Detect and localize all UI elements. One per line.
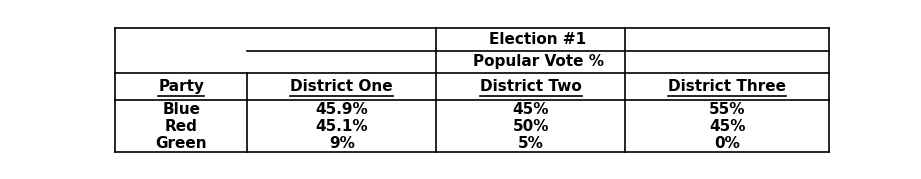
Text: 5%: 5%	[518, 136, 543, 151]
Text: 9%: 9%	[329, 136, 355, 151]
Text: 0%: 0%	[715, 136, 740, 151]
Text: District Two: District Two	[480, 79, 582, 94]
Text: Blue: Blue	[162, 101, 200, 117]
Text: 55%: 55%	[709, 101, 745, 117]
Text: 50%: 50%	[513, 119, 549, 134]
Text: Party: Party	[158, 79, 204, 94]
Text: District Three: District Three	[669, 79, 787, 94]
Text: Green: Green	[156, 136, 207, 151]
Text: 45%: 45%	[709, 119, 745, 134]
Text: 45.9%: 45.9%	[315, 101, 368, 117]
Text: Red: Red	[165, 119, 198, 134]
Text: 45%: 45%	[513, 101, 549, 117]
Text: District One: District One	[290, 79, 393, 94]
Text: Popular Vote %: Popular Vote %	[472, 54, 603, 69]
Text: Election #1: Election #1	[489, 32, 587, 47]
Text: 45.1%: 45.1%	[315, 119, 368, 134]
